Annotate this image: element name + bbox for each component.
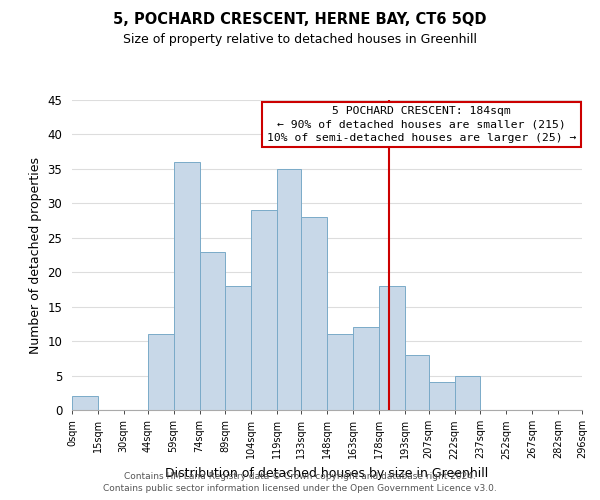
Text: Contains HM Land Registry data © Crown copyright and database right 2024.: Contains HM Land Registry data © Crown c…: [124, 472, 476, 481]
Text: Contains public sector information licensed under the Open Government Licence v3: Contains public sector information licen…: [103, 484, 497, 493]
Text: 5, POCHARD CRESCENT, HERNE BAY, CT6 5QD: 5, POCHARD CRESCENT, HERNE BAY, CT6 5QD: [113, 12, 487, 28]
Bar: [353, 328, 379, 410]
Bar: [404, 355, 428, 410]
X-axis label: Distribution of detached houses by size in Greenhill: Distribution of detached houses by size …: [166, 467, 488, 480]
Bar: [379, 286, 404, 410]
Bar: [226, 286, 251, 410]
Bar: [327, 334, 353, 410]
Bar: [148, 334, 173, 410]
Y-axis label: Number of detached properties: Number of detached properties: [29, 156, 42, 354]
Bar: [301, 217, 327, 410]
Bar: [173, 162, 199, 410]
Bar: [199, 252, 226, 410]
Bar: [455, 376, 481, 410]
Bar: [277, 169, 301, 410]
Bar: [251, 210, 277, 410]
Text: Size of property relative to detached houses in Greenhill: Size of property relative to detached ho…: [123, 32, 477, 46]
Bar: [72, 396, 98, 410]
Bar: [428, 382, 455, 410]
Text: 5 POCHARD CRESCENT: 184sqm
← 90% of detached houses are smaller (215)
10% of sem: 5 POCHARD CRESCENT: 184sqm ← 90% of deta…: [266, 106, 576, 142]
